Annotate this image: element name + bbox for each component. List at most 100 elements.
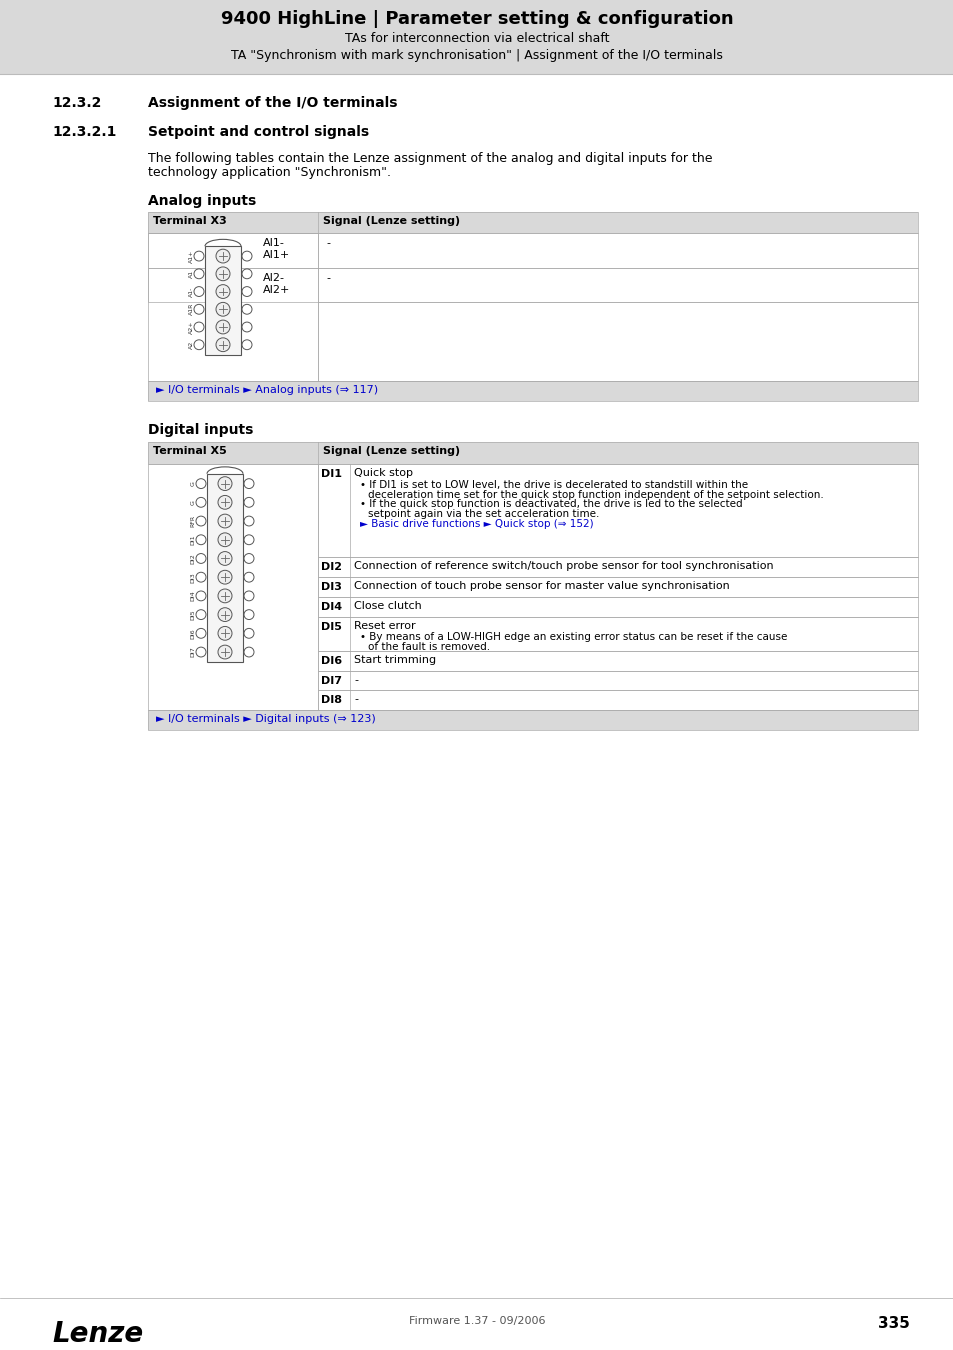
- Circle shape: [244, 535, 253, 544]
- Text: Setpoint and control signals: Setpoint and control signals: [148, 126, 369, 139]
- Text: Reset error: Reset error: [354, 621, 416, 630]
- Text: Digital inputs: Digital inputs: [148, 423, 253, 436]
- Circle shape: [244, 647, 253, 657]
- Text: deceleration time set for the quick stop function independent of the setpoint se: deceleration time set for the quick stop…: [368, 490, 822, 500]
- Text: DI2: DI2: [191, 554, 195, 564]
- Text: ► Basic drive functions ► Quick stop (⇒ 152): ► Basic drive functions ► Quick stop (⇒ …: [359, 520, 593, 529]
- Text: Terminal X5: Terminal X5: [152, 447, 227, 456]
- Bar: [317, 558, 917, 578]
- Bar: [317, 617, 917, 651]
- Bar: [317, 578, 917, 597]
- Text: Quick stop: Quick stop: [354, 468, 413, 478]
- Bar: [148, 267, 917, 302]
- Text: 12.3.2: 12.3.2: [52, 96, 101, 109]
- Text: • If the quick stop function is deactivated, the drive is led to the selected: • If the quick stop function is deactiva…: [359, 500, 741, 509]
- Text: A1-: A1-: [189, 286, 193, 297]
- Bar: [317, 671, 917, 690]
- Text: Terminal X3: Terminal X3: [152, 216, 227, 225]
- Text: Signal (Lenze setting): Signal (Lenze setting): [323, 447, 459, 456]
- Circle shape: [244, 572, 253, 582]
- Circle shape: [195, 554, 206, 563]
- Text: 12.3.2.1: 12.3.2.1: [52, 126, 116, 139]
- Text: 335: 335: [877, 1316, 909, 1331]
- Circle shape: [195, 535, 206, 544]
- Bar: [148, 464, 317, 710]
- Text: AI1-: AI1-: [263, 239, 285, 248]
- Circle shape: [218, 626, 232, 640]
- Bar: [148, 234, 317, 381]
- Text: AI2+: AI2+: [263, 285, 290, 294]
- Text: ► I/O terminals ► Digital inputs (⇒ 123): ► I/O terminals ► Digital inputs (⇒ 123): [156, 714, 375, 724]
- Bar: [148, 234, 917, 267]
- Text: Close clutch: Close clutch: [354, 601, 421, 610]
- Circle shape: [218, 495, 232, 509]
- Bar: [148, 267, 917, 302]
- Circle shape: [218, 533, 232, 547]
- Text: TAs for interconnection via electrical shaft: TAs for interconnection via electrical s…: [344, 31, 609, 45]
- Circle shape: [193, 340, 204, 350]
- Circle shape: [215, 285, 230, 298]
- Circle shape: [242, 323, 252, 332]
- Circle shape: [242, 304, 252, 315]
- Text: A1+: A1+: [189, 250, 193, 263]
- Circle shape: [195, 497, 206, 508]
- Bar: [317, 302, 917, 381]
- Text: Lenze: Lenze: [52, 1320, 143, 1347]
- Bar: [148, 212, 917, 234]
- Circle shape: [195, 591, 206, 601]
- Text: AI2-: AI2-: [263, 273, 285, 284]
- Bar: [148, 464, 317, 710]
- Circle shape: [242, 286, 252, 297]
- Circle shape: [195, 647, 206, 657]
- Bar: [148, 234, 917, 267]
- Text: DI4: DI4: [191, 590, 195, 601]
- Circle shape: [218, 589, 232, 603]
- Circle shape: [218, 514, 232, 528]
- Bar: [317, 464, 917, 558]
- Circle shape: [218, 570, 232, 585]
- Circle shape: [242, 269, 252, 278]
- Text: DI6: DI6: [191, 628, 195, 639]
- Text: setpoint again via the set acceleration time.: setpoint again via the set acceleration …: [368, 509, 598, 520]
- Text: DI7: DI7: [191, 647, 195, 657]
- Text: A1: A1: [189, 270, 193, 278]
- Bar: [148, 443, 917, 464]
- Text: • By means of a LOW-HIGH edge an existing error status can be reset if the cause: • By means of a LOW-HIGH edge an existin…: [359, 632, 786, 643]
- Text: -: -: [354, 675, 357, 684]
- Text: Connection of reference switch/touch probe sensor for tool synchronisation: Connection of reference switch/touch pro…: [354, 562, 773, 571]
- Text: 9400 HighLine | Parameter setting & configuration: 9400 HighLine | Parameter setting & conf…: [220, 9, 733, 28]
- Text: A2+: A2+: [189, 320, 193, 333]
- Bar: [148, 710, 917, 730]
- Text: Signal (Lenze setting): Signal (Lenze setting): [323, 216, 459, 225]
- Text: • If DI1 is set to LOW level, the drive is decelerated to standstill within the: • If DI1 is set to LOW level, the drive …: [359, 479, 747, 490]
- Text: AI1+: AI1+: [263, 250, 290, 261]
- Text: DI8: DI8: [320, 695, 341, 706]
- Bar: [317, 651, 917, 671]
- Circle shape: [218, 645, 232, 659]
- Bar: [148, 710, 917, 730]
- Circle shape: [195, 516, 206, 526]
- Circle shape: [193, 323, 204, 332]
- Bar: [0, 0, 953, 74]
- Bar: [317, 617, 917, 651]
- Text: DI1: DI1: [320, 468, 341, 479]
- Text: A1R: A1R: [189, 304, 193, 316]
- Circle shape: [218, 608, 232, 621]
- Bar: [317, 578, 917, 597]
- Circle shape: [244, 610, 253, 620]
- Bar: [317, 302, 917, 381]
- Text: Firmware 1.37 - 09/2006: Firmware 1.37 - 09/2006: [408, 1316, 545, 1326]
- Bar: [317, 690, 917, 710]
- Text: DI2: DI2: [320, 563, 341, 572]
- Circle shape: [244, 628, 253, 639]
- Bar: [317, 558, 917, 578]
- Circle shape: [193, 286, 204, 297]
- Text: G: G: [191, 500, 195, 505]
- Text: DI5: DI5: [191, 609, 195, 620]
- Bar: [317, 464, 917, 558]
- Text: -: -: [354, 694, 357, 705]
- Text: DI7: DI7: [320, 676, 341, 686]
- Circle shape: [195, 479, 206, 489]
- Text: The following tables contain the Lenze assignment of the analog and digital inpu: The following tables contain the Lenze a…: [148, 151, 712, 165]
- Text: Connection of touch probe sensor for master value synchronisation: Connection of touch probe sensor for mas…: [354, 580, 729, 591]
